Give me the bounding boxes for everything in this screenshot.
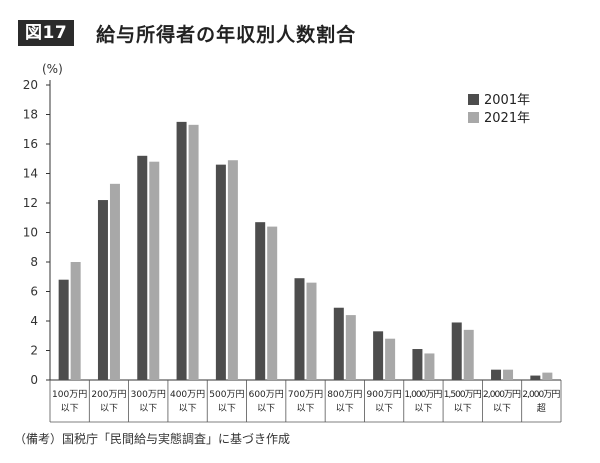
bar-series1: [294, 278, 305, 380]
bar-series2: [149, 161, 160, 380]
x-tick-label: 以下: [257, 404, 275, 414]
y-tick-label: 4: [30, 314, 38, 328]
x-tick-label: 以下: [139, 404, 157, 414]
x-tick-label: 以下: [100, 404, 118, 414]
bar-series2: [385, 338, 396, 380]
bar-series1: [137, 155, 148, 380]
bar-series1: [176, 121, 187, 380]
y-tick-label: 14: [23, 167, 38, 181]
x-tick-label: 1,000万円: [404, 389, 442, 400]
y-tick-label: 20: [23, 78, 38, 92]
y-tick-label: 10: [23, 226, 38, 240]
x-tick-label: 2,000万円: [522, 389, 560, 400]
legend-label: 2021年: [484, 111, 530, 126]
y-tick-label: 6: [30, 285, 38, 299]
figure-title: 給与所得者の年収別人数割合: [96, 23, 357, 46]
figure-header: 図17 給与所得者の年収別人数割合: [18, 20, 356, 46]
x-tick-label: 以下: [414, 404, 432, 414]
x-tick-label: 2,000万円: [483, 389, 521, 400]
bar-series1: [255, 222, 266, 380]
bar-series2: [542, 372, 553, 380]
y-unit-label: (%): [42, 62, 63, 76]
x-tick-label: 800万円: [327, 389, 362, 400]
x-tick-label: 以下: [493, 404, 511, 414]
y-tick-label: 12: [23, 196, 38, 210]
legend-swatch: [468, 112, 479, 123]
bar-series1: [491, 369, 502, 380]
bar-series1: [373, 331, 384, 380]
x-tick-label: 以下: [296, 404, 314, 414]
x-tick-label: 以下: [336, 404, 354, 414]
bar-series2: [227, 160, 238, 380]
x-tick-label: 200万円: [91, 389, 126, 400]
bar-series2: [345, 315, 356, 380]
x-tick-label: 300万円: [131, 389, 166, 400]
bar-series2: [109, 183, 120, 380]
x-tick-label: 1,500万円: [444, 389, 482, 400]
bar-series1: [451, 322, 462, 380]
x-tick-label: 以下: [454, 404, 472, 414]
source-note: （備考）国税庁「民間給与実態調査」に基づき作成: [14, 432, 291, 446]
bar-series1: [58, 279, 69, 380]
x-tick-label: 以下: [179, 404, 197, 414]
y-tick-label: 16: [23, 137, 38, 151]
y-tick-label: 0: [30, 373, 38, 387]
x-tick-label: 以下: [375, 404, 393, 414]
bar-series2: [306, 282, 317, 380]
x-tick-label: 600万円: [249, 389, 284, 400]
bar-series1: [97, 200, 108, 380]
x-tick-label: 以下: [218, 404, 236, 414]
x-tick-label: 400万円: [170, 389, 205, 400]
y-tick-label: 18: [23, 108, 38, 122]
bar-series1: [412, 349, 423, 380]
x-tick-label: 700万円: [288, 389, 323, 400]
bar-series1: [530, 375, 541, 380]
legend-label: 2001年: [484, 93, 530, 108]
x-tick-label: 超: [537, 402, 546, 414]
bar-series2: [188, 124, 199, 380]
bar-series2: [424, 353, 435, 380]
figure-number-badge: 図17: [18, 20, 75, 46]
bar-series2: [503, 369, 514, 380]
y-tick-label: 8: [30, 255, 38, 269]
y-tick-label: 2: [30, 344, 38, 358]
x-tick-label: 500万円: [209, 389, 244, 400]
bar-series2: [463, 329, 474, 380]
legend-swatch: [468, 94, 479, 105]
x-tick-label: 以下: [61, 404, 79, 414]
x-tick-label: 900万円: [367, 389, 402, 400]
bar-series1: [333, 307, 344, 380]
x-tick-label: 100万円: [52, 389, 87, 400]
bar-series2: [70, 262, 81, 380]
bar-series2: [267, 226, 278, 380]
bar-series1: [215, 164, 226, 380]
